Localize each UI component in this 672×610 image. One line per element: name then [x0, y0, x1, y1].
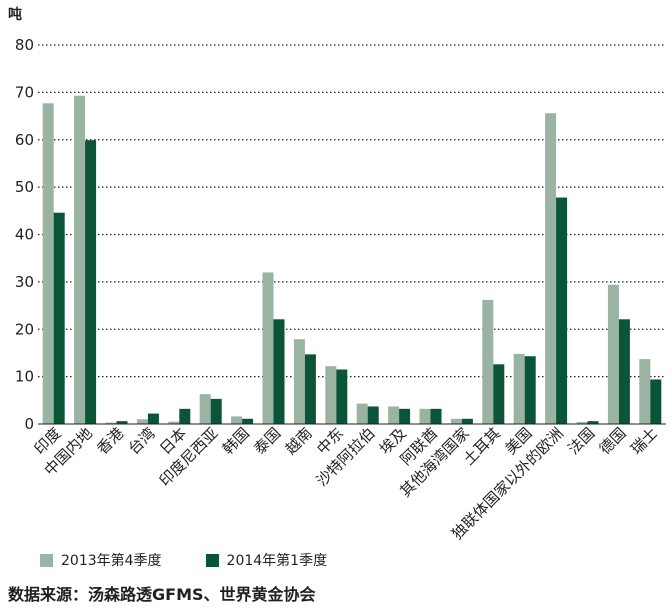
bar-1-6: [199, 394, 211, 424]
x-category-label: 德国: [596, 424, 630, 458]
bar-1-15: [482, 299, 494, 424]
bar-1-1: [42, 103, 54, 425]
legend-item-series-2: 2014年第1季度: [205, 550, 328, 570]
y-tick-label: 60: [15, 131, 34, 149]
x-category-label: 越南: [282, 424, 316, 458]
bar-2-7: [242, 418, 254, 424]
legend-swatch-series-2: [205, 553, 219, 567]
bar-2-3: [116, 421, 128, 424]
bar-2-15: [493, 364, 505, 424]
grid-lines: [38, 44, 666, 378]
bar-1-9: [293, 339, 305, 424]
x-category-label: 法国: [564, 424, 598, 458]
bars: [42, 95, 662, 425]
bar-1-5: [168, 421, 180, 424]
legend-item-series-1: 2013年第4季度: [40, 550, 162, 570]
bar-1-3: [105, 422, 117, 424]
legend-label-series-1: 2013年第4季度: [61, 553, 162, 569]
y-tick-label: 40: [15, 226, 34, 244]
bar-2-1: [53, 212, 65, 424]
bar-2-8: [273, 319, 285, 424]
bar-2-16: [524, 356, 536, 424]
bar-1-19: [607, 284, 619, 424]
bar-1-13: [419, 408, 431, 424]
x-category-label: 印度尼西亚: [156, 424, 222, 490]
bar-2-13: [430, 408, 442, 424]
y-tick-label: 0: [24, 415, 34, 433]
x-axis-labels: 印度中国内地香港台湾日本印度尼西亚韩国泰国越南中东沙特阿拉伯埃及阿联酋其他海湾国…: [31, 424, 662, 543]
y-tick-label: 20: [15, 320, 34, 338]
bar-2-9: [304, 354, 316, 424]
bar-1-18: [576, 422, 588, 424]
legend-swatch-series-1: [40, 553, 53, 567]
bar-2-4: [147, 413, 159, 424]
bar-1-10: [325, 366, 337, 424]
bar-1-20: [639, 359, 651, 424]
x-category-label: 沙特阿拉伯: [313, 424, 379, 490]
bar-1-12: [388, 406, 400, 424]
bar-2-20: [650, 379, 662, 424]
legend-label-series-2: 2014年第1季度: [226, 553, 328, 569]
bar-1-4: [136, 419, 148, 424]
bar-1-8: [262, 272, 274, 424]
source-note: 数据来源：汤森路透GFMS、世界黄金协会: [8, 585, 316, 604]
y-tick-label: 70: [15, 83, 34, 101]
bar-chart: 0 10 20 30 40 50 60 70 80 印度中国内地香港台湾日本印度尼西亚韩国泰国越…: [15, 36, 666, 543]
bar-1-17: [545, 113, 557, 424]
bar-1-11: [356, 403, 368, 424]
bar-2-6: [210, 398, 222, 424]
bar-1-16: [513, 353, 525, 424]
y-axis-unit-label: 吨: [8, 7, 22, 23]
y-tick-label: 10: [15, 368, 34, 386]
bar-2-17: [556, 197, 568, 424]
y-tick-label: 80: [15, 36, 34, 54]
bar-2-19: [618, 319, 630, 424]
bar-2-5: [179, 408, 191, 424]
y-tick-label: 50: [15, 178, 34, 196]
bar-1-14: [450, 418, 462, 424]
x-category-label: 香港: [93, 424, 127, 458]
bar-2-11: [367, 406, 379, 424]
y-axis-ticks: 0 10 20 30 40 50 60 70 80: [15, 36, 34, 433]
x-category-label: 台湾: [125, 424, 159, 458]
legend: 2013年第4季度 2014年第1季度: [40, 549, 371, 571]
x-category-label: 瑞士: [627, 424, 661, 458]
bar-2-12: [399, 408, 411, 424]
bar-2-18: [587, 421, 599, 424]
bar-2-2: [85, 140, 97, 424]
bar-1-2: [74, 95, 86, 424]
bar-1-7: [231, 416, 243, 424]
y-tick-label: 30: [15, 273, 34, 291]
bar-2-10: [336, 369, 348, 424]
x-category-label: 韩国: [219, 424, 253, 458]
x-category-label: 泰国: [250, 424, 284, 458]
bar-2-14: [461, 418, 473, 424]
